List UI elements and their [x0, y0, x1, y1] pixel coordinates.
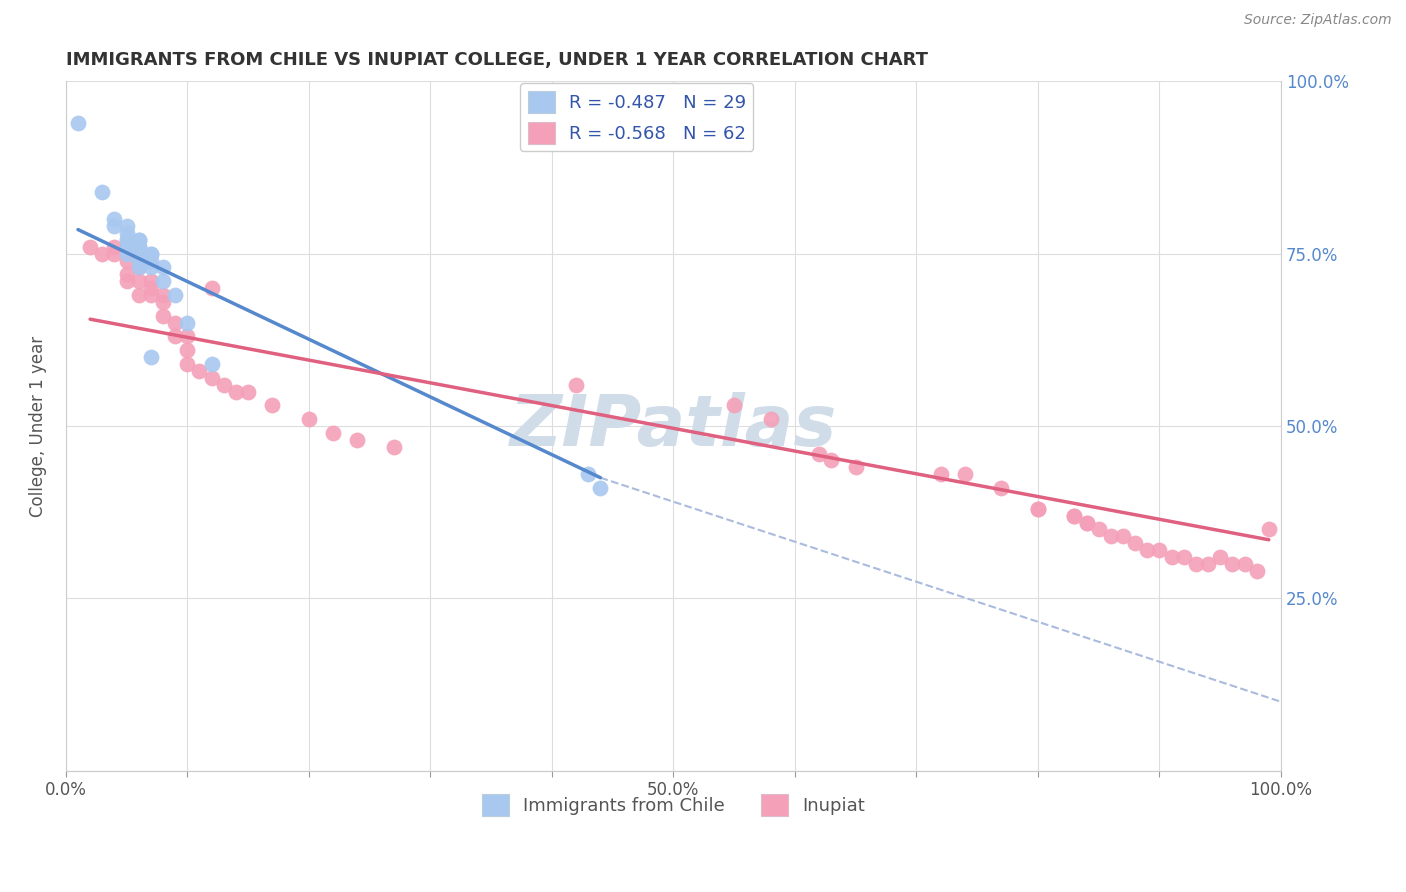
- Point: [346, 433, 368, 447]
- Point: [152, 288, 174, 302]
- Point: [382, 440, 405, 454]
- Point: [576, 467, 599, 482]
- Point: [115, 268, 138, 282]
- Point: [201, 281, 224, 295]
- Point: [176, 343, 198, 358]
- Point: [1233, 557, 1256, 571]
- Point: [929, 467, 952, 482]
- Point: [322, 425, 344, 440]
- Text: ZIPatlas: ZIPatlas: [510, 392, 837, 460]
- Point: [152, 260, 174, 275]
- Point: [103, 212, 125, 227]
- Point: [91, 185, 114, 199]
- Point: [139, 281, 162, 295]
- Point: [1185, 557, 1208, 571]
- Point: [1026, 501, 1049, 516]
- Point: [201, 371, 224, 385]
- Point: [1076, 516, 1098, 530]
- Point: [139, 246, 162, 260]
- Point: [1246, 564, 1268, 578]
- Point: [139, 350, 162, 364]
- Point: [1063, 508, 1085, 523]
- Point: [165, 329, 187, 343]
- Point: [1026, 501, 1049, 516]
- Point: [262, 398, 284, 412]
- Point: [808, 447, 831, 461]
- Point: [152, 294, 174, 309]
- Point: [91, 246, 114, 260]
- Point: [201, 357, 224, 371]
- Point: [212, 377, 235, 392]
- Point: [236, 384, 259, 399]
- Point: [845, 460, 868, 475]
- Point: [176, 329, 198, 343]
- Point: [128, 246, 150, 260]
- Point: [990, 481, 1012, 495]
- Point: [128, 253, 150, 268]
- Point: [188, 364, 211, 378]
- Point: [115, 240, 138, 254]
- Point: [115, 246, 138, 260]
- Point: [1076, 516, 1098, 530]
- Point: [115, 233, 138, 247]
- Point: [1209, 549, 1232, 564]
- Point: [1220, 557, 1243, 571]
- Point: [128, 274, 150, 288]
- Point: [225, 384, 247, 399]
- Point: [139, 274, 162, 288]
- Point: [115, 253, 138, 268]
- Point: [298, 412, 321, 426]
- Point: [103, 219, 125, 233]
- Point: [1160, 549, 1182, 564]
- Point: [79, 240, 101, 254]
- Point: [139, 260, 162, 275]
- Point: [589, 481, 612, 495]
- Point: [1063, 508, 1085, 523]
- Point: [820, 453, 842, 467]
- Point: [128, 233, 150, 247]
- Point: [139, 246, 162, 260]
- Point: [176, 316, 198, 330]
- Point: [115, 226, 138, 240]
- Point: [1112, 529, 1135, 543]
- Point: [1149, 543, 1171, 558]
- Point: [66, 116, 89, 130]
- Point: [128, 260, 150, 275]
- Legend: Immigrants from Chile, Inupiat: Immigrants from Chile, Inupiat: [474, 788, 873, 823]
- Point: [165, 288, 187, 302]
- Point: [565, 377, 588, 392]
- Point: [165, 316, 187, 330]
- Text: IMMIGRANTS FROM CHILE VS INUPIAT COLLEGE, UNDER 1 YEAR CORRELATION CHART: IMMIGRANTS FROM CHILE VS INUPIAT COLLEGE…: [66, 51, 928, 69]
- Point: [1123, 536, 1146, 550]
- Point: [128, 240, 150, 254]
- Point: [953, 467, 976, 482]
- Point: [128, 233, 150, 247]
- Point: [1099, 529, 1122, 543]
- Point: [152, 274, 174, 288]
- Point: [1197, 557, 1219, 571]
- Point: [139, 288, 162, 302]
- Text: Source: ZipAtlas.com: Source: ZipAtlas.com: [1244, 13, 1392, 28]
- Point: [115, 233, 138, 247]
- Point: [1257, 523, 1279, 537]
- Point: [139, 253, 162, 268]
- Point: [1087, 523, 1109, 537]
- Point: [152, 309, 174, 323]
- Point: [1136, 543, 1159, 558]
- Point: [723, 398, 745, 412]
- Point: [128, 240, 150, 254]
- Point: [103, 240, 125, 254]
- Point: [1173, 549, 1195, 564]
- Point: [115, 219, 138, 233]
- Point: [103, 246, 125, 260]
- Point: [115, 274, 138, 288]
- Point: [759, 412, 782, 426]
- Point: [128, 288, 150, 302]
- Point: [128, 260, 150, 275]
- Y-axis label: College, Under 1 year: College, Under 1 year: [30, 335, 46, 516]
- Point: [176, 357, 198, 371]
